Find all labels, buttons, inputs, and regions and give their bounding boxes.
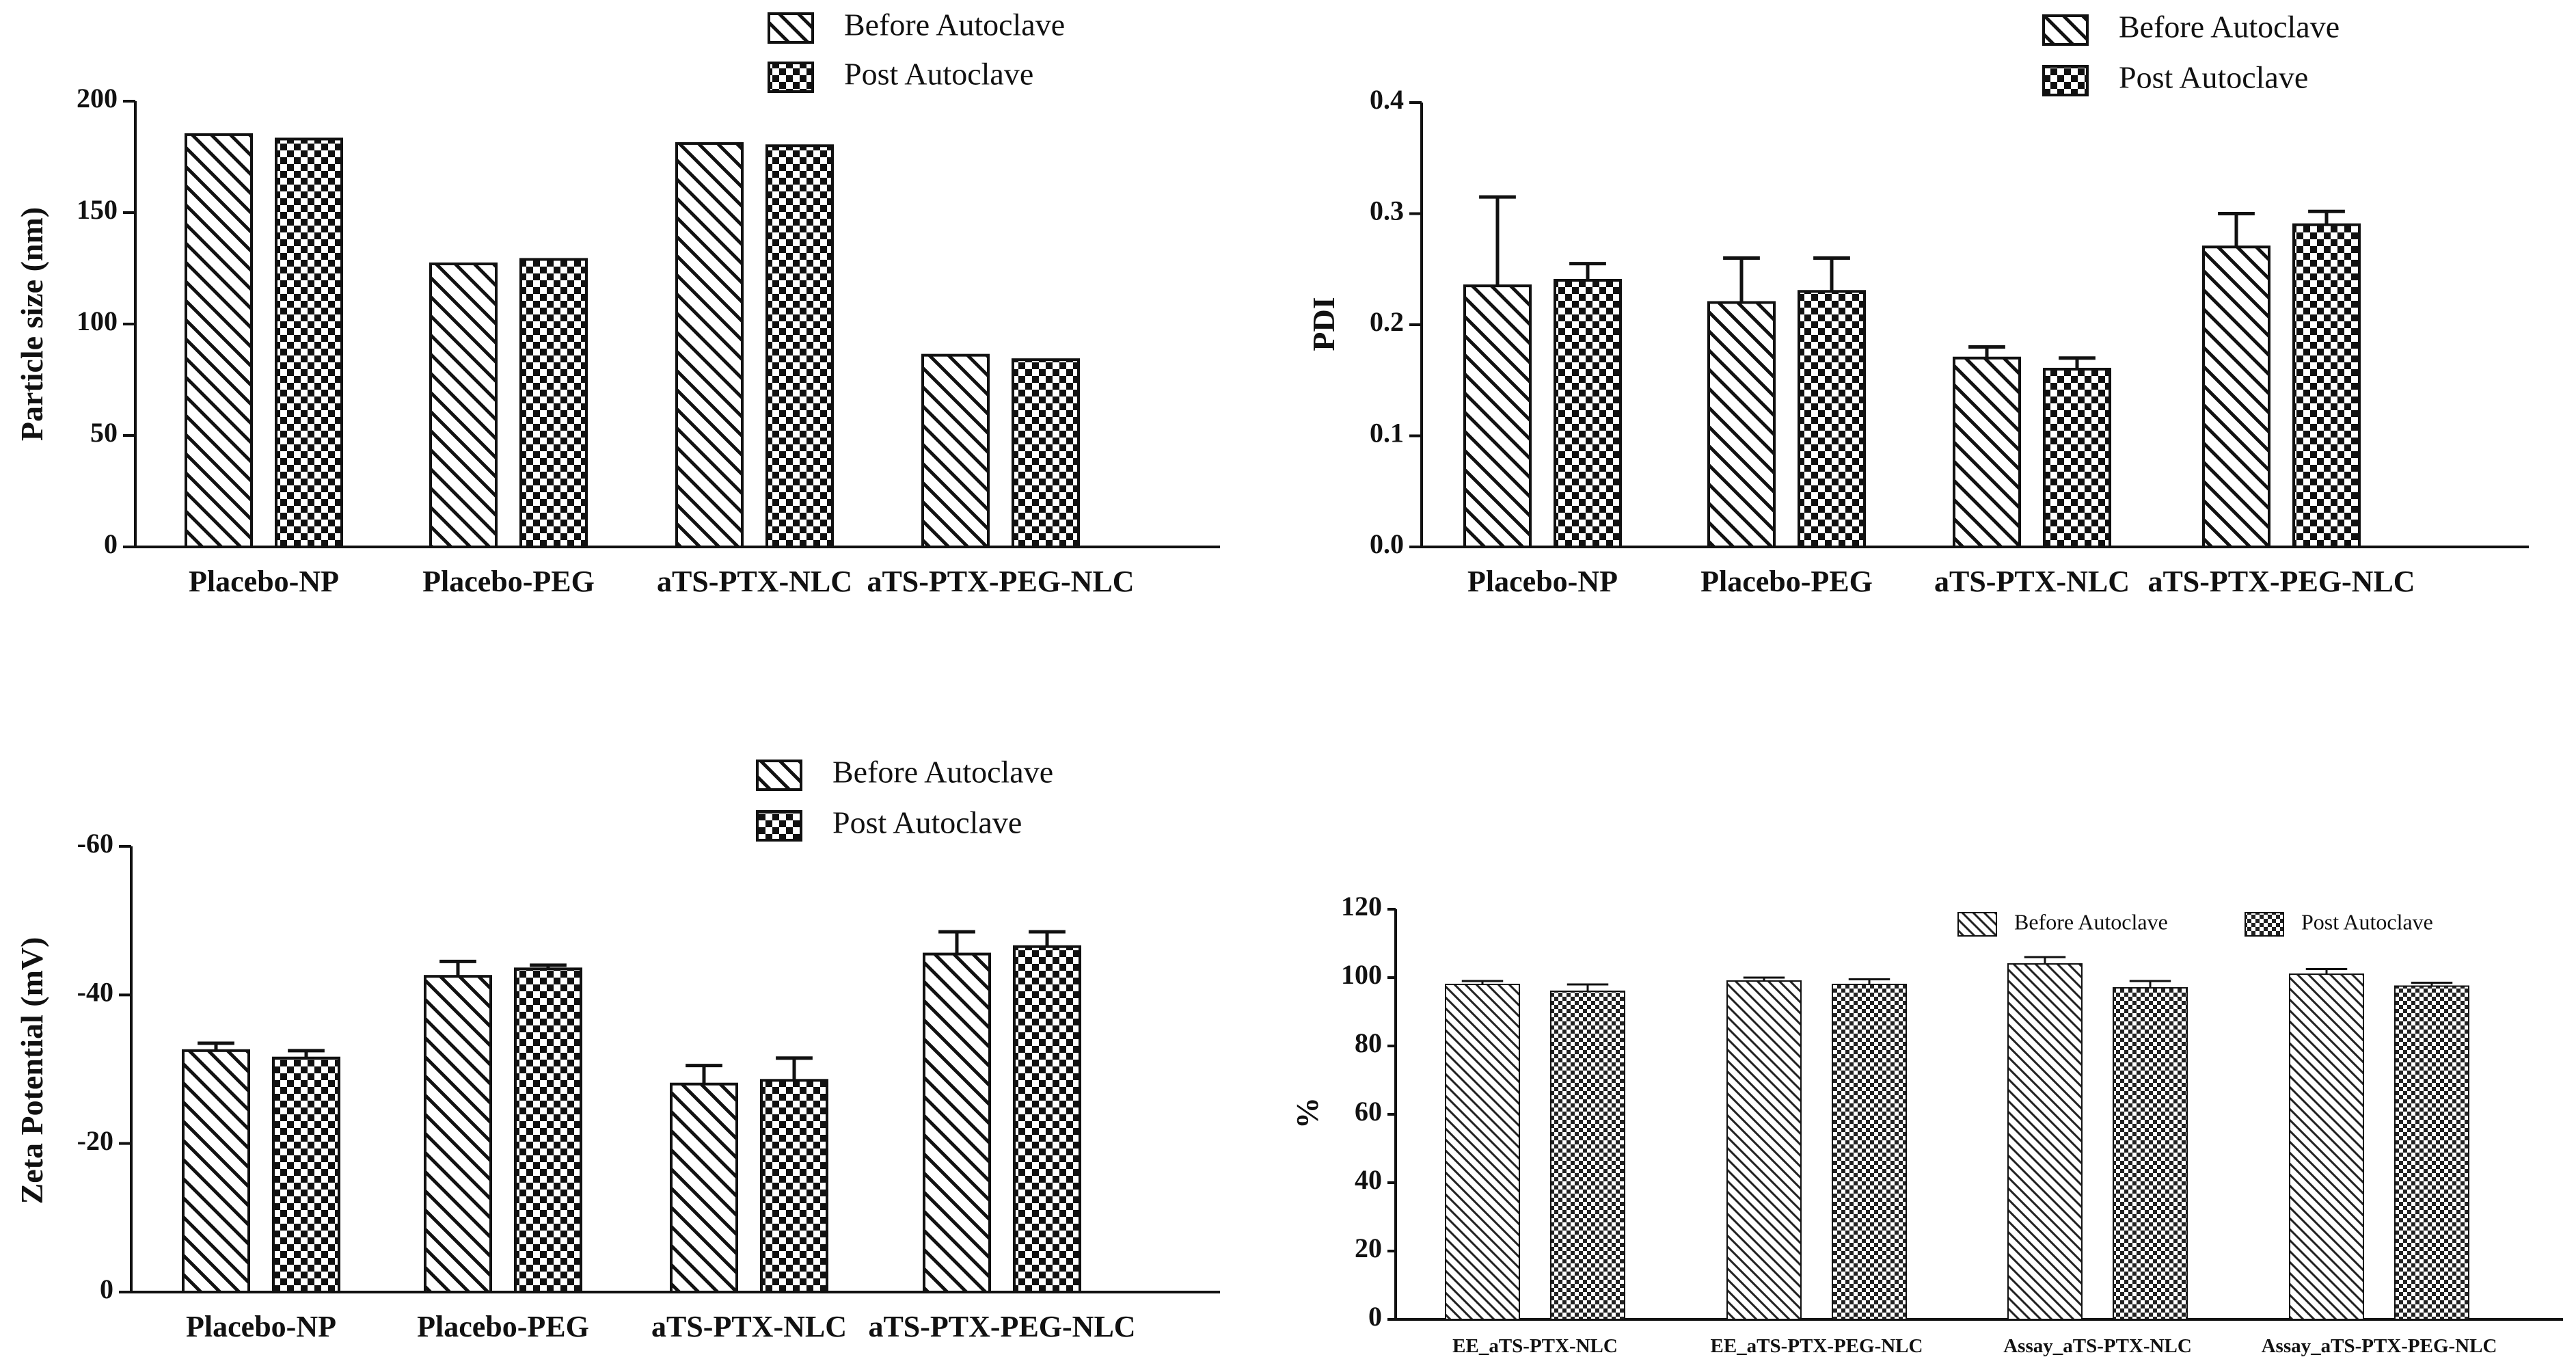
legend-label: Before Autoclave <box>2119 10 2340 44</box>
y-tick-label: 0.0 <box>1370 528 1404 559</box>
bar-before-1 <box>182 1049 250 1294</box>
bar-post-3 <box>2113 987 2188 1320</box>
bar-before-2 <box>424 975 492 1293</box>
legend-label: Before Autoclave <box>2014 909 2168 934</box>
bar-before-3 <box>670 1082 738 1293</box>
x-tick-label: Placebo-NP <box>189 565 339 598</box>
y-tick-label: 100 <box>77 306 118 336</box>
legend-swatch <box>768 12 814 44</box>
chart-percent: 0 20 40 60 80 100 120% EE_aTS-PTX-NLC EE_aTS-PTX… <box>1290 891 2563 1357</box>
y-tick-label: 0 <box>104 528 118 559</box>
x-tick-label: aTS-PTX-NLC <box>657 565 852 598</box>
y-tick-label: -20 <box>77 1125 113 1156</box>
legend-label: Post Autoclave <box>2301 909 2433 934</box>
bar-before-1 <box>1445 984 1520 1320</box>
x-tick-label: EE_aTS-PTX-PEG-NLC <box>1711 1335 1923 1357</box>
chart-zeta-potential: 0 -20 -40 -60 Zeta Potential (mV) Placebo-NP P… <box>14 755 1220 1343</box>
bar-before-4 <box>921 353 990 548</box>
bar-post-1 <box>1554 279 1622 548</box>
x-tick-label: EE_aTS-PTX-NLC <box>1452 1335 1618 1357</box>
y-tick-label: 0.4 <box>1370 84 1404 115</box>
legend-swatch <box>756 760 802 791</box>
x-tick-label: Placebo-PEG <box>422 565 595 598</box>
bar-before-2 <box>429 262 498 548</box>
bar-post-1 <box>272 1056 340 1293</box>
bar-before-1 <box>185 133 253 548</box>
bar-before-3 <box>675 142 744 548</box>
bar-post-3 <box>2043 368 2111 548</box>
bar-post-1 <box>1550 991 1625 1320</box>
bar-post-4 <box>1012 358 1080 548</box>
bar-before-2 <box>1707 301 1776 548</box>
y-tick-label: 80 <box>1355 1028 1382 1058</box>
bar-before-3 <box>1953 356 2021 548</box>
y-axis-title: % <box>1290 1097 1325 1129</box>
legend-swatch <box>2042 65 2089 96</box>
y-tick-label: 40 <box>1355 1164 1382 1195</box>
x-tick-label: Placebo-NP <box>1467 565 1618 598</box>
y-tick-label: 0 <box>1368 1301 1382 1332</box>
x-tick-label: aTS-PTX-PEG-NLC <box>868 1310 1135 1343</box>
bar-post-4 <box>2394 985 2469 1320</box>
x-tick-label: Placebo-NP <box>186 1310 336 1343</box>
y-tick-label: 100 <box>1341 959 1382 990</box>
chart-pdi: 0.0 0.1 0.2 0.3 0.4 PDI Placebo-NP Placebo-PEG a… <box>1306 10 2529 598</box>
x-tick-label: aTS-PTX-PEG-NLC <box>2147 565 2415 598</box>
legend-label: Before Autoclave <box>844 8 1065 42</box>
y-axis-title: Particle size (nm) <box>14 207 49 441</box>
bar-before-3 <box>2007 963 2083 1320</box>
y-tick-label: 50 <box>90 417 118 448</box>
x-tick-label: Assay_aTS-PTX-PEG-NLC <box>2262 1335 2497 1357</box>
y-tick-label: 120 <box>1341 891 1382 922</box>
legend-label: Post Autoclave <box>832 805 1022 840</box>
legend-label: Post Autoclave <box>844 57 1033 92</box>
x-tick-label: aTS-PTX-NLC <box>1934 565 2130 598</box>
bar-post-2 <box>1832 984 1907 1320</box>
x-tick-label: Placebo-PEG <box>417 1310 589 1343</box>
y-tick-label: 200 <box>77 83 118 113</box>
bar-post-1 <box>275 137 343 549</box>
legend-swatch <box>2042 14 2089 46</box>
legend-label: Before Autoclave <box>832 755 1053 790</box>
chart-particle-size: 0 50 100 150 200 Particle size (nm) Placebo-NP… <box>14 8 1220 598</box>
bar-post-2 <box>514 967 582 1294</box>
bar-post-3 <box>760 1079 828 1294</box>
y-tick-label: 0 <box>100 1274 113 1304</box>
y-axis-title: Zeta Potential (mV) <box>14 937 49 1205</box>
y-tick-label: 20 <box>1355 1233 1382 1263</box>
x-tick-label: Assay_aTS-PTX-NLC <box>2003 1335 2192 1357</box>
bar-before-1 <box>1463 284 1532 548</box>
bar-post-4 <box>1013 945 1081 1293</box>
bar-post-4 <box>2292 223 2361 548</box>
y-tick-label: 60 <box>1355 1096 1382 1127</box>
y-tick-label: 0.3 <box>1370 196 1404 226</box>
x-tick-label: Placebo-PEG <box>1700 565 1873 598</box>
y-tick-label: 0.1 <box>1370 418 1404 448</box>
bar-post-2 <box>519 258 588 548</box>
y-tick-label: 150 <box>77 194 118 225</box>
y-tick-label: 0.2 <box>1370 306 1404 337</box>
bar-before-4 <box>2289 973 2364 1320</box>
y-tick-label: -60 <box>77 828 113 859</box>
legend-swatch <box>1957 912 1997 937</box>
legend-swatch <box>756 810 802 842</box>
bar-before-2 <box>1726 980 1802 1320</box>
bar-post-3 <box>765 144 834 548</box>
x-tick-label: aTS-PTX-NLC <box>651 1310 847 1343</box>
legend-label: Post Autoclave <box>2119 60 2308 95</box>
legend-swatch <box>2245 912 2284 937</box>
y-axis-title: PDI <box>1306 297 1341 351</box>
bar-post-2 <box>1798 290 1866 548</box>
legend-swatch <box>768 62 814 93</box>
bar-before-4 <box>2202 245 2270 548</box>
bar-before-4 <box>923 952 991 1293</box>
y-tick-label: -40 <box>77 977 113 1008</box>
x-tick-label: aTS-PTX-PEG-NLC <box>867 565 1134 598</box>
